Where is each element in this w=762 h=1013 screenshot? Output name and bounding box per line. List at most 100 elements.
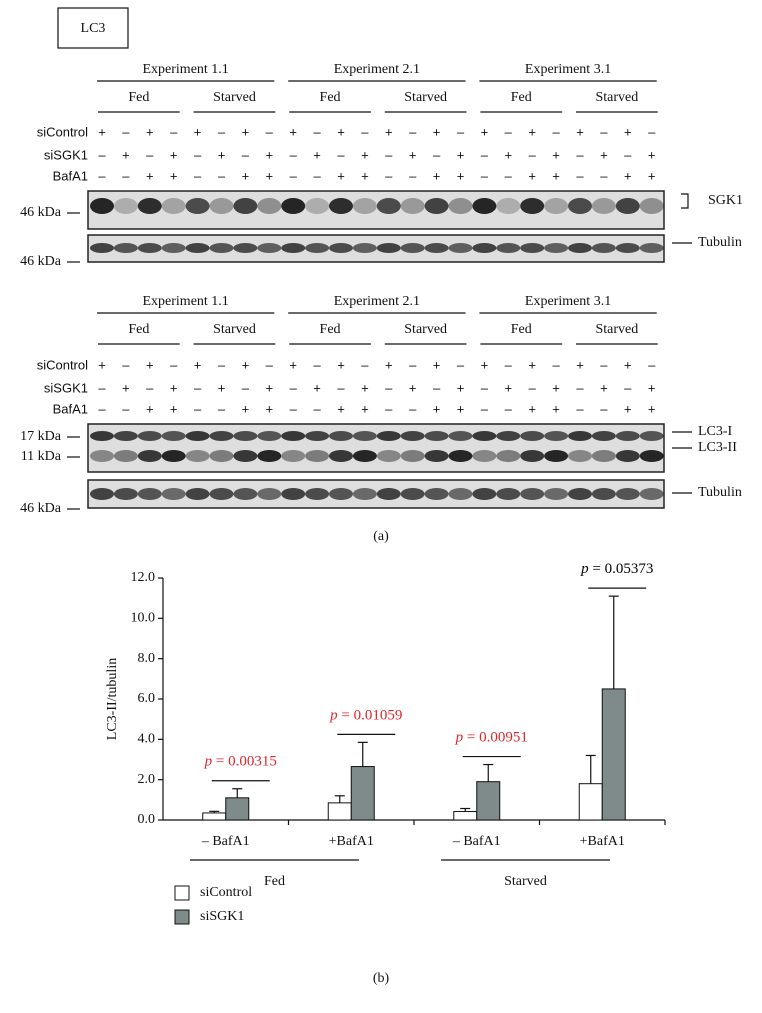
treatment-sign: + — [122, 147, 130, 162]
row-label: siControl — [37, 357, 88, 372]
blot-band — [90, 431, 114, 441]
treatment-sign: + — [624, 124, 632, 139]
treatment-sign: + — [122, 380, 130, 395]
treatment-sign: + — [146, 168, 154, 183]
condition-label: Starved — [595, 322, 638, 337]
treatment-sign: + — [242, 401, 250, 416]
blot-band — [591, 431, 616, 441]
blot-band — [544, 243, 569, 253]
row-label: siSGK1 — [44, 380, 88, 395]
blot-band — [639, 243, 664, 253]
blot-band — [257, 431, 282, 441]
experiment-label: Experiment 2.1 — [334, 62, 420, 77]
treatment-sign: – — [170, 357, 178, 372]
treatment-sign: + — [170, 147, 178, 162]
treatment-sign: – — [194, 168, 202, 183]
treatment-sign: – — [313, 357, 321, 372]
treatment-sign: – — [505, 124, 513, 139]
treatment-sign: – — [122, 168, 130, 183]
blot-band — [281, 431, 306, 441]
row-label: siControl — [37, 124, 88, 139]
size-marker: 11 kDa — [21, 449, 62, 464]
x-tick-label: +BafA1 — [329, 834, 374, 849]
legend-label: siSGK1 — [200, 909, 244, 924]
treatment-sign: + — [528, 401, 536, 416]
y-tick-label: 10.0 — [131, 611, 156, 626]
y-tick-label: 6.0 — [138, 691, 156, 706]
blot-band — [448, 431, 473, 441]
blot-band — [400, 450, 425, 462]
treatment-sign: – — [337, 147, 345, 162]
legend-swatch — [174, 909, 190, 925]
row-label: BafA1 — [53, 168, 88, 183]
condition-label: Fed — [511, 322, 532, 337]
treatment-sign: + — [170, 168, 178, 183]
blot-band — [496, 198, 521, 214]
treatment-sign: + — [624, 168, 632, 183]
blot-band — [233, 488, 258, 500]
band-label: Tubulin — [698, 485, 742, 500]
blot-band — [615, 243, 640, 253]
blot-band — [305, 488, 330, 500]
blot-band — [185, 243, 210, 253]
treatment-sign: – — [170, 124, 178, 139]
blot-band — [352, 450, 377, 462]
bar — [225, 797, 250, 821]
blot-band — [113, 431, 138, 441]
treatment-sign: + — [218, 380, 226, 395]
treatment-sign: + — [289, 357, 297, 372]
blot-band — [496, 450, 521, 462]
blot-band — [281, 198, 306, 214]
caption: (a) — [373, 529, 389, 544]
panel-label: LC3 — [81, 21, 106, 36]
blot-band — [639, 450, 664, 462]
p-value: p = 0.05373 — [580, 562, 653, 578]
blot-band — [424, 450, 449, 462]
treatment-sign: + — [170, 380, 178, 395]
treatment-sign: + — [266, 147, 274, 162]
legend-label: siControl — [200, 885, 252, 900]
blot-band — [448, 243, 473, 253]
row-label: siSGK1 — [44, 147, 88, 162]
blot-band — [472, 488, 497, 500]
condition-label: Starved — [404, 322, 447, 337]
treatment-sign: + — [528, 168, 536, 183]
treatment-sign: + — [385, 357, 393, 372]
treatment-sign: – — [576, 380, 584, 395]
treatment-sign: – — [98, 380, 106, 395]
treatment-sign: + — [528, 357, 536, 372]
blot-band — [281, 488, 306, 500]
treatment-sign: – — [481, 380, 489, 395]
treatment-sign: – — [409, 357, 417, 372]
treatment-sign: – — [505, 401, 513, 416]
x-tick-label: – BafA1 — [201, 834, 250, 849]
experiment-label: Experiment 3.1 — [525, 294, 611, 309]
treatment-sign: – — [337, 380, 345, 395]
treatment-sign: – — [576, 147, 584, 162]
treatment-sign: + — [337, 401, 345, 416]
blot-band — [520, 243, 545, 253]
treatment-sign: – — [409, 168, 417, 183]
treatment-sign: + — [624, 401, 632, 416]
blot-band — [568, 198, 592, 214]
treatment-sign: – — [433, 147, 441, 162]
blot-band — [615, 431, 640, 441]
blot-band — [496, 488, 521, 500]
condition-label: Starved — [213, 90, 256, 105]
treatment-sign: + — [361, 147, 369, 162]
treatment-sign: + — [552, 168, 560, 183]
treatment-sign: + — [457, 147, 465, 162]
blot-band — [591, 198, 616, 214]
blot-band — [209, 431, 234, 441]
treatment-sign: + — [409, 380, 417, 395]
blot-band — [639, 488, 664, 500]
blot-band — [615, 450, 640, 462]
blot-band — [161, 243, 186, 253]
treatment-sign: – — [290, 380, 298, 395]
panel-label-box — [57, 7, 129, 49]
blot-band — [161, 488, 186, 500]
treatment-sign: – — [624, 380, 632, 395]
treatment-sign: + — [505, 147, 513, 162]
treatment-sign: – — [648, 124, 656, 139]
